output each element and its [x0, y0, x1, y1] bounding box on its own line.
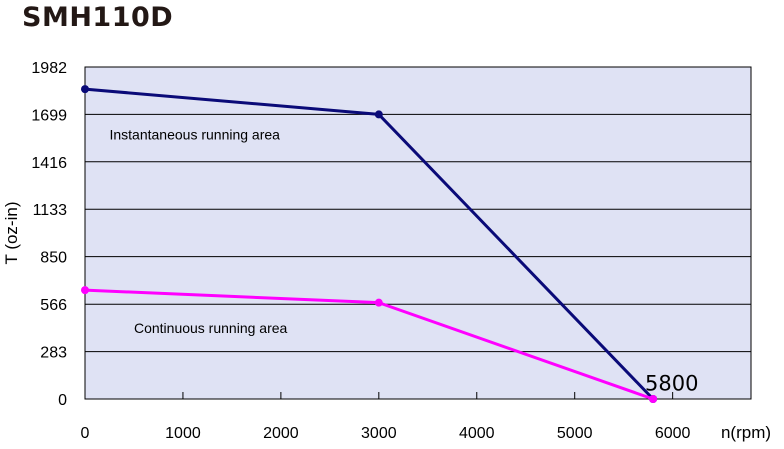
y-tick-label: 566 [40, 297, 67, 314]
y-tick-label: 1982 [31, 60, 67, 77]
annotation: Continuous running area [134, 320, 288, 336]
y-tick-label: 0 [58, 392, 67, 409]
x-tick-label: 4000 [459, 425, 495, 442]
annotation: Instantaneous running area [109, 126, 280, 142]
data-point [374, 298, 383, 307]
data-point [374, 110, 383, 119]
y-axis-label: T (oz-in) [2, 202, 21, 265]
x-tick-label: 1000 [165, 425, 201, 442]
x-tick-label: 0 [81, 425, 90, 442]
x-axis-label: n(rpm) [721, 423, 771, 442]
x-tick-label: 2000 [263, 425, 299, 442]
plot-area [84, 66, 752, 400]
x-tick-label: 6000 [655, 425, 691, 442]
y-tick-label: 283 [40, 345, 67, 362]
x-tick-label: 3000 [361, 425, 397, 442]
y-tick-label: 1416 [31, 155, 67, 172]
y-tick-label: 850 [40, 250, 67, 267]
data-point [81, 85, 89, 94]
data-point [649, 395, 658, 403]
chart-title: SMH110D [22, 2, 174, 33]
data-point [81, 286, 89, 295]
y-tick-label: 1133 [33, 202, 68, 219]
y-tick-label: 1699 [31, 107, 67, 124]
x-tick-label: 5000 [557, 425, 593, 442]
annotation: 5800 [645, 372, 698, 396]
